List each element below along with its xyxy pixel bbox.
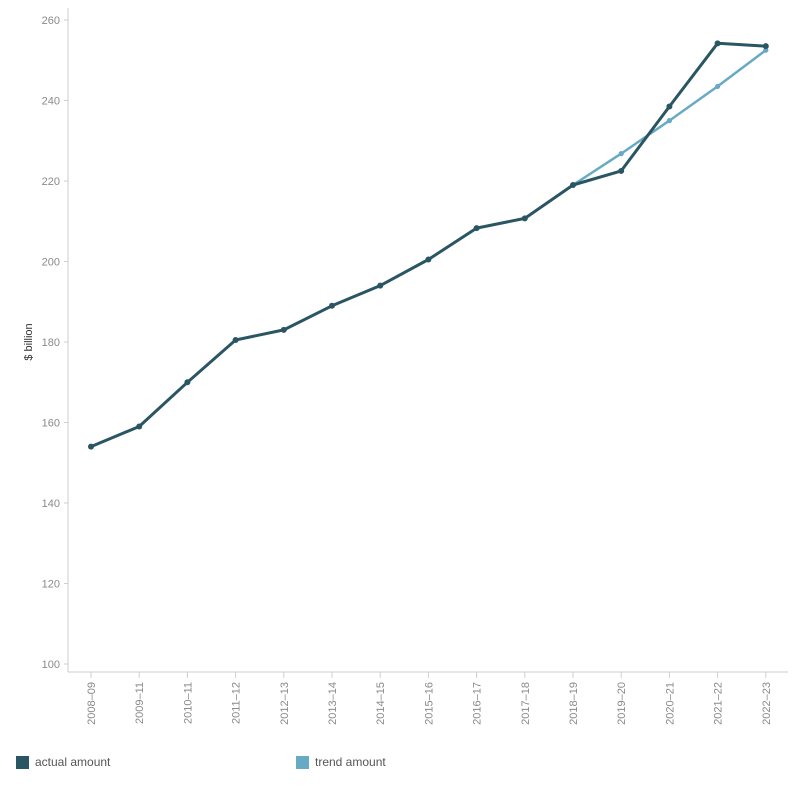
legend-item-trend[interactable]: trend amount	[296, 755, 386, 769]
series-line-actual	[89, 41, 768, 449]
x-tick-label: 2010–11	[182, 682, 194, 724]
legend-label-trend: trend amount	[315, 755, 386, 769]
data-point-actual[interactable]	[377, 282, 384, 289]
legend-swatch-trend	[296, 755, 309, 769]
data-point-actual[interactable]	[232, 336, 239, 343]
data-point-actual[interactable]	[714, 40, 721, 47]
x-tick-label: 2016–17	[472, 682, 484, 725]
x-tick-label: 2013–14	[327, 682, 339, 725]
data-point-trend[interactable]	[666, 118, 673, 124]
x-tick-label: 2014–15	[375, 682, 387, 725]
y-tick-label: 240	[42, 96, 60, 108]
y-tick-label: 260	[42, 15, 60, 27]
data-point-trend[interactable]	[618, 151, 624, 157]
x-tick-label: 2020–21	[664, 682, 676, 725]
series-line-trend	[571, 48, 768, 187]
legend-label-actual: actual amount	[35, 755, 111, 769]
chart-axes: 100 120 140 160 180 200 220 240 260 2008–09 2009–1…	[42, 8, 788, 725]
data-point-actual[interactable]	[184, 379, 191, 386]
y-tick-label: 200	[42, 257, 60, 269]
data-point-actual[interactable]	[425, 256, 432, 263]
x-tick-label: 2019–20	[616, 682, 628, 725]
data-point-actual[interactable]	[618, 167, 625, 174]
x-tick-label: 2021–22	[713, 682, 725, 725]
data-point-actual[interactable]	[329, 302, 335, 309]
data-point-actual[interactable]	[762, 43, 769, 50]
y-tick-label: 160	[42, 418, 60, 430]
y-tick-label: 100	[42, 659, 60, 671]
x-tick-label: 2018–19	[568, 682, 580, 725]
chart-series	[88, 40, 769, 450]
x-tick-label: 2011–12	[231, 682, 243, 724]
y-tick-label: 180	[42, 337, 60, 349]
x-tick-label: 2012–13	[279, 682, 291, 725]
legend-item-actual[interactable]: actual amount	[16, 755, 110, 769]
data-point-actual[interactable]	[521, 215, 528, 222]
x-tick-label: 2015–16	[423, 682, 435, 725]
data-point-trend[interactable]	[763, 47, 769, 53]
x-tick-label: 2022–23	[761, 682, 773, 725]
legend-swatch-actual	[16, 755, 29, 769]
data-point-actual[interactable]	[666, 103, 673, 110]
x-tick-label: 2008–09	[86, 682, 98, 725]
y-axis-label: $ billion	[23, 323, 35, 360]
data-point-trend[interactable]	[715, 83, 721, 90]
data-point-actual[interactable]	[473, 225, 480, 232]
y-tick-label: 120	[42, 579, 60, 591]
data-point-actual[interactable]	[136, 423, 143, 430]
y-tick-label: 220	[42, 176, 60, 188]
data-point-actual[interactable]	[280, 326, 287, 333]
x-tick-label: 2017–18	[520, 682, 532, 725]
x-tick-label: 2009–11	[134, 682, 146, 724]
data-point-actual[interactable]	[88, 443, 94, 450]
y-tick-label: 140	[42, 498, 60, 510]
data-point-actual[interactable]	[570, 182, 576, 189]
